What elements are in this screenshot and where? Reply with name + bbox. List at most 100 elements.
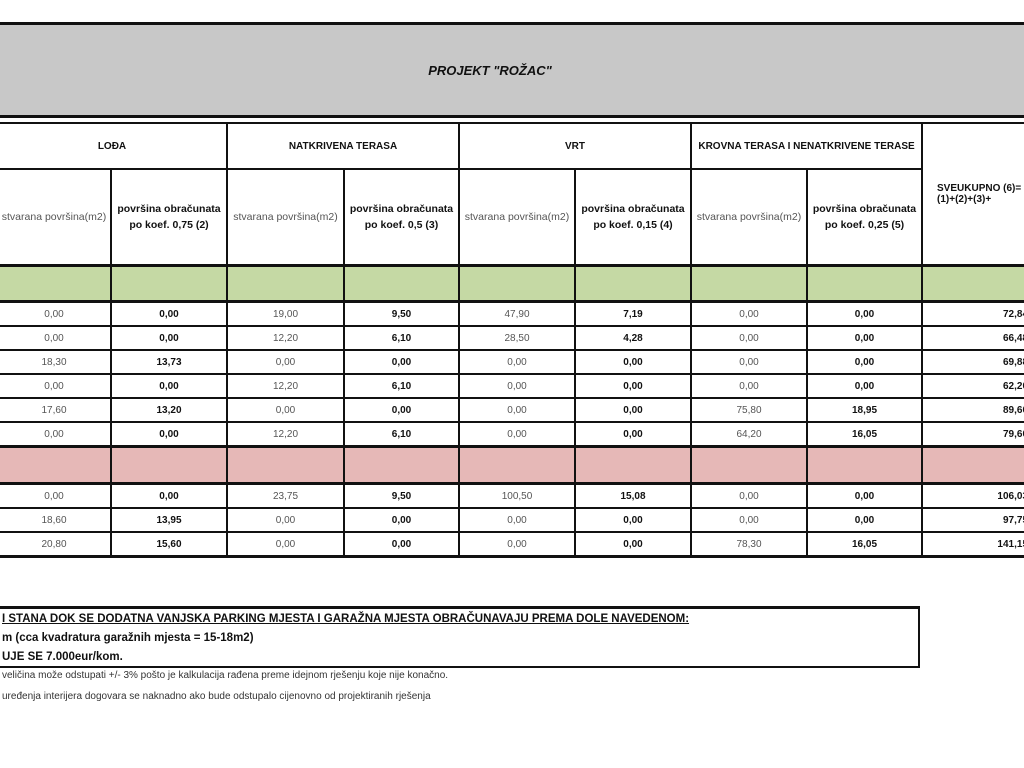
band-cell [805, 264, 924, 303]
project-banner: PROJEKT "ROŽAC" [0, 22, 1024, 118]
table-cell: 0,00 [805, 507, 924, 533]
band-cell [805, 445, 924, 485]
table-cell: 0,00 [0, 325, 112, 351]
band-cell [0, 445, 112, 485]
table-cell: 6,10 [343, 373, 460, 399]
footnote: uređenja interijera dogovara se naknadno… [2, 691, 431, 702]
table-cell: 75,80 [690, 397, 808, 423]
table-cell: 0,00 [458, 349, 576, 375]
green-band-row [0, 264, 1024, 303]
table-cell: 64,20 [690, 421, 808, 448]
table-cell: 12,20 [226, 421, 345, 448]
table-cell: 0,00 [690, 482, 808, 509]
table-cell: 47,90 [458, 300, 576, 327]
band-cell [226, 264, 345, 303]
table-cell: 0,00 [805, 325, 924, 351]
table-cell: 0,00 [343, 531, 460, 558]
sub-header: površina obračunata po koef. 0,5 (3) [343, 168, 460, 267]
table-cell: 0,00 [0, 300, 112, 327]
table-cell: 7,19 [574, 300, 692, 327]
table-cell: 0,00 [0, 482, 112, 509]
table-cell: 12,20 [226, 373, 345, 399]
table-cell: 72,84 [921, 300, 1024, 327]
table-cell: 28,50 [458, 325, 576, 351]
table-cell: 0,00 [110, 300, 228, 327]
band-cell [0, 264, 112, 303]
table-cell: 12,20 [226, 325, 345, 351]
table-cell: 0,00 [343, 507, 460, 533]
table-row: 0,00 0,00 23,75 9,50 100,50 15,08 0,00 0,00 106,… [0, 482, 1024, 509]
table-cell: 0,00 [458, 507, 576, 533]
group-header-row: LOĐA NATKRIVENA TERASA VRT KROVNA TERASA… [0, 122, 1024, 267]
sub-header: stvarana površina(m2) [690, 168, 808, 267]
group-header: NATKRIVENA TERASA [226, 122, 460, 170]
table-cell: 20,80 [0, 531, 112, 558]
table-cell: 0,00 [343, 349, 460, 375]
note-line: m (cca kvadratura garažnih mjesta = 15-1… [2, 632, 254, 644]
table-cell: 0,00 [690, 373, 808, 399]
table-cell: 0,00 [574, 531, 692, 558]
table-cell: 0,00 [805, 300, 924, 327]
table-cell: 0,00 [805, 482, 924, 509]
band-cell [343, 445, 460, 485]
parking-notes-box: I STANA DOK SE DODATNA VANJSKA PARKING M… [0, 606, 920, 668]
table-cell: 23,75 [226, 482, 345, 509]
table-row: 17,60 13,20 0,00 0,00 0,00 0,00 75,80 18,95 89,6… [0, 397, 1024, 423]
table-cell: 0,00 [110, 373, 228, 399]
band-cell [574, 264, 692, 303]
band-cell [226, 445, 345, 485]
note-line: UJE SE 7.000eur/kom. [2, 651, 123, 663]
table-cell: 0,00 [574, 349, 692, 375]
band-cell [458, 445, 576, 485]
table-cell: 62,20 [921, 373, 1024, 399]
table-cell: 16,05 [805, 421, 924, 448]
table-cell: 0,00 [574, 397, 692, 423]
table-cell: 0,00 [110, 482, 228, 509]
table-cell: 89,60 [921, 397, 1024, 423]
table-cell: 0,00 [226, 397, 345, 423]
band-cell [574, 445, 692, 485]
table-cell: 0,00 [226, 507, 345, 533]
table-cell: 0,00 [458, 373, 576, 399]
band-cell [921, 264, 1024, 303]
band-cell [458, 264, 576, 303]
table-cell: 0,00 [690, 300, 808, 327]
table-cell: 9,50 [343, 482, 460, 509]
sub-header: površina obračunata po koef. 0,15 (4) [574, 168, 692, 267]
sub-header-row: stvarana površina(m2) površina obračunat… [0, 168, 1024, 267]
sub-header: stvarana površina(m2) [458, 168, 576, 267]
table-cell: 106,03 [921, 482, 1024, 509]
table-cell: 0,00 [805, 349, 924, 375]
area-table: LOĐA NATKRIVENA TERASA VRT KROVNA TERASA… [0, 122, 1024, 558]
band-cell [343, 264, 460, 303]
table-cell: 0,00 [110, 325, 228, 351]
table-cell: 13,73 [110, 349, 228, 375]
note-line: I STANA DOK SE DODATNA VANJSKA PARKING M… [2, 613, 690, 625]
table-cell: 13,20 [110, 397, 228, 423]
band-cell [110, 445, 228, 485]
band-cell [110, 264, 228, 303]
table-cell: 0,00 [0, 373, 112, 399]
table-cell: 13,95 [110, 507, 228, 533]
sub-header: stvarana površina(m2) [226, 168, 345, 267]
table-cell: 19,00 [226, 300, 345, 327]
table-cell: 0,00 [0, 421, 112, 448]
table-cell: 79,60 [921, 421, 1024, 448]
table-cell: 9,50 [343, 300, 460, 327]
table-cell: 18,60 [0, 507, 112, 533]
table-cell: 0,00 [226, 349, 345, 375]
total-header: SVEUKUPNO (6)=(1)+(2)+(3)+ [921, 122, 1024, 267]
band-cell [921, 445, 1024, 485]
table-cell: 15,08 [574, 482, 692, 509]
table-cell: 66,48 [921, 325, 1024, 351]
table-cell: 0,00 [458, 531, 576, 558]
table-cell: 15,60 [110, 531, 228, 558]
table-cell: 18,30 [0, 349, 112, 375]
table-cell: 6,10 [343, 325, 460, 351]
table-cell: 4,28 [574, 325, 692, 351]
